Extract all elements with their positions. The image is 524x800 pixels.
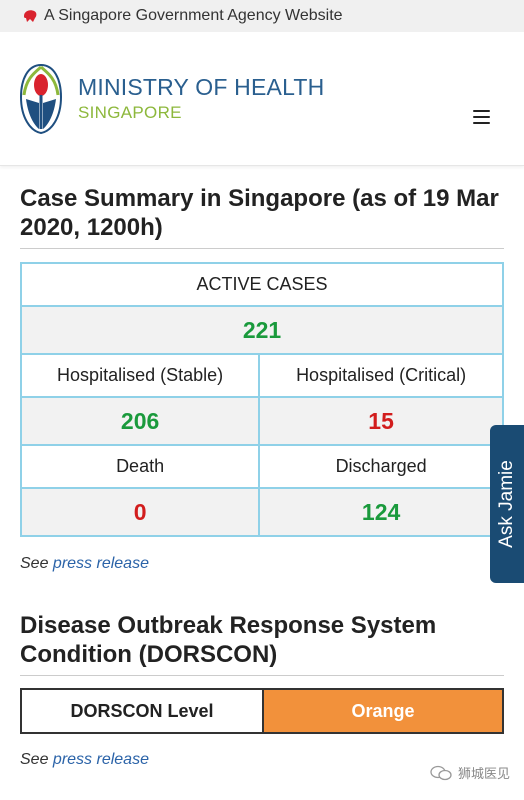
- moh-logo[interactable]: [18, 63, 64, 135]
- watermark: 狮城医见: [430, 763, 510, 782]
- dorscon-level-value: Orange: [262, 688, 504, 734]
- see-prefix: See: [20, 751, 49, 768]
- dorscon-level-label: DORSCON Level: [20, 688, 264, 734]
- dorscon-see-note: See press release: [20, 751, 504, 769]
- ask-jamie-label: Ask Jamie: [496, 460, 518, 548]
- active-cases-label: ACTIVE CASES: [20, 262, 504, 307]
- case-summary-title: Case Summary in Singapore (as of 19 Mar …: [20, 184, 504, 249]
- hospitalised-critical-value: 15: [258, 396, 504, 446]
- lion-head-icon: [24, 10, 37, 22]
- dorscon-table: DORSCON Level Orange: [20, 688, 504, 734]
- discharged-value: 124: [258, 487, 504, 537]
- gov-banner-text: A Singapore Government Agency Website: [44, 7, 343, 24]
- hospitalised-stable-value: 206: [19, 396, 261, 446]
- dorscon-title: Disease Outbreak Response System Conditi…: [20, 611, 504, 676]
- death-value: 0: [19, 487, 261, 537]
- press-release-link[interactable]: press release: [52, 555, 149, 572]
- ask-jamie-button[interactable]: Ask Jamie: [490, 425, 524, 583]
- discharged-label: Discharged: [258, 444, 504, 489]
- ministry-subtitle: SINGAPORE: [78, 103, 182, 122]
- case-summary-see-note: See press release: [20, 555, 504, 573]
- hospitalised-critical-label: Hospitalised (Critical): [258, 353, 504, 398]
- wechat-icon: [430, 765, 452, 780]
- site-header: MINISTRY OF HEALTH SINGAPORE: [0, 32, 524, 166]
- case-summary-table: ACTIVE CASES 221 Hospitalised (Stable) H…: [19, 262, 504, 537]
- dorscon-press-release-link[interactable]: press release: [52, 751, 149, 768]
- gov-banner: A Singapore Government Agency Website: [0, 0, 524, 32]
- see-prefix: See: [20, 555, 49, 572]
- hamburger-menu-icon[interactable]: [473, 110, 490, 124]
- active-cases-value: 221: [20, 305, 504, 355]
- watermark-text: 狮城医见: [457, 766, 510, 781]
- hospitalised-stable-label: Hospitalised (Stable): [19, 353, 261, 398]
- death-label: Death: [19, 444, 261, 489]
- ministry-title[interactable]: MINISTRY OF HEALTH: [78, 74, 325, 100]
